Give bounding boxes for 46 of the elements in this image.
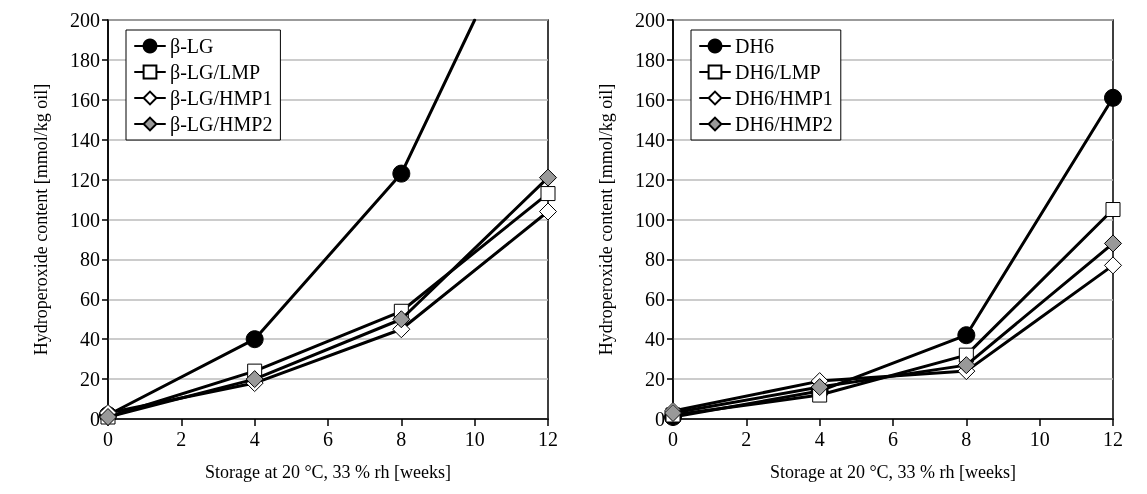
x-tick-label: 10 — [1029, 428, 1050, 450]
y-tick-label: 60 — [645, 288, 665, 311]
x-tick-label: 2 — [741, 428, 752, 450]
y-tick-label: 120 — [635, 168, 665, 191]
y-tick-label: 120 — [70, 168, 100, 191]
y-tick-label: 200 — [635, 9, 665, 31]
x-tick-label: 8 — [396, 428, 407, 450]
x-tick-label: 4 — [249, 428, 260, 450]
legend-label: DH6/LMP — [735, 61, 821, 83]
legend-label: β-LG/HMP2 — [170, 113, 273, 136]
y-tick-label: 160 — [635, 88, 665, 111]
y-tick-label: 140 — [635, 128, 665, 151]
y-tick-label: 140 — [70, 128, 100, 151]
y-tick-label: 0 — [90, 408, 100, 430]
x-tick-label: 2 — [176, 428, 187, 450]
legend-label: β-LG — [170, 35, 214, 58]
y-axis-title: Hydroperoxide content [mmol/kg oil] — [596, 83, 616, 356]
legend-label: DH6/HMP2 — [735, 113, 833, 135]
y-tick-label: 200 — [70, 9, 100, 31]
x-axis-title: Storage at 20 °C, 33 % rh [weeks] — [204, 462, 452, 482]
y-tick-label: 20 — [80, 368, 100, 391]
y-tick-label: 60 — [80, 288, 100, 311]
x-tick-label: 12 — [538, 428, 558, 450]
y-tick-label: 100 — [635, 208, 665, 231]
y-tick-label: 180 — [635, 48, 665, 71]
legend-label: β-LG/HMP1 — [170, 87, 273, 110]
legend-label: DH6/HMP1 — [735, 87, 833, 109]
y-tick-label: 180 — [70, 48, 100, 71]
x-tick-label: 6 — [888, 428, 898, 450]
x-tick-label: 12 — [1103, 428, 1123, 450]
y-tick-label: 160 — [70, 88, 100, 111]
y-axis-title: Hydroperoxide content [mmol/kg oil] — [31, 83, 51, 356]
y-tick-label: 80 — [645, 248, 665, 271]
y-tick-label: 40 — [645, 328, 665, 351]
y-tick-label: 100 — [70, 208, 100, 231]
x-tick-label: 6 — [323, 428, 333, 450]
legend-label: β-LG/LMP — [170, 61, 261, 84]
x-tick-label: 10 — [464, 428, 485, 450]
y-tick-label: 20 — [645, 368, 665, 391]
x-tick-label: 4 — [814, 428, 825, 450]
x-axis-title: Storage at 20 °C, 33 % rh [weeks] — [769, 462, 1017, 482]
y-tick-label: 0 — [655, 408, 665, 430]
x-tick-label: 8 — [961, 428, 972, 450]
y-tick-label: 80 — [80, 248, 100, 271]
legend-label: DH6 — [735, 35, 774, 57]
y-tick-label: 40 — [80, 328, 100, 351]
